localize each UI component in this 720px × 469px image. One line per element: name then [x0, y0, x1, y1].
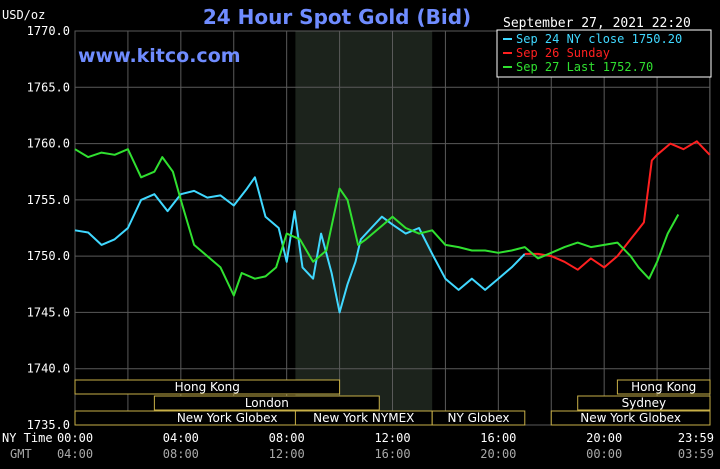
gmt-label: GMT [10, 447, 32, 461]
y-tick-label: 1750.0 [27, 249, 70, 263]
y-tick-label: 1745.0 [27, 305, 70, 319]
series-line-3 [74, 148, 680, 297]
x-tick-label-ny: 04:00 [163, 431, 199, 445]
x-tick-label-gmt: 04:00 [57, 447, 93, 461]
x-tick-label-ny: 23:59 [678, 431, 714, 445]
session-box [74, 379, 341, 395]
x-tick-label-gmt: 03:59 [678, 447, 714, 461]
series-line-2 [524, 140, 711, 271]
y-tick-label: 1770.0 [27, 24, 70, 38]
site-watermark: www.kitco.com [78, 45, 241, 67]
x-tick-label-gmt: 16:00 [374, 447, 410, 461]
x-tick-label-gmt: 08:00 [163, 447, 199, 461]
y-tick-label: 1760.0 [27, 137, 70, 151]
ny-time-label: NY Time [2, 431, 53, 445]
timestamp: September 27, 2021 22:20 [503, 16, 691, 31]
x-tick-label-gmt: 12:00 [269, 447, 305, 461]
legend-entry: Sep 27 Last 1752.70 [516, 60, 653, 74]
y-tick-label: 1755.0 [27, 193, 70, 207]
chart-title: 24 Hour Spot Gold (Bid) [203, 5, 471, 29]
session-box [550, 410, 711, 426]
x-tick-label-ny: 20:00 [586, 431, 622, 445]
x-tick-label-ny: 12:00 [374, 431, 410, 445]
y-tick-label: 1735.0 [27, 418, 70, 432]
session-label: NY Globex [447, 411, 509, 425]
series-line-1 [74, 176, 526, 314]
legend-entry: Sep 24 NY close 1750.20 [516, 32, 682, 46]
session-label: New York NYMEX [313, 411, 414, 425]
x-tick-label-ny: 00:00 [57, 431, 93, 445]
unit-label: USD/oz [2, 8, 45, 22]
legend-box [496, 29, 712, 78]
x-tick-label-gmt: 20:00 [480, 447, 516, 461]
session-box [616, 379, 711, 395]
session-box [153, 395, 380, 411]
session-label: Hong Kong [175, 380, 240, 394]
legend-entry: Sep 26 Sunday [516, 46, 610, 60]
session-label: Sydney [622, 396, 666, 410]
session-label: New York Globex [177, 411, 278, 425]
nymex-shaded-region [295, 31, 433, 425]
x-tick-label-ny: 08:00 [269, 431, 305, 445]
session-box [577, 395, 711, 411]
x-tick-label-ny: 16:00 [480, 431, 516, 445]
y-tick-label: 1765.0 [27, 80, 70, 94]
x-tick-label-gmt: 00:00 [586, 447, 622, 461]
session-label: London [245, 396, 289, 410]
y-tick-label: 1740.0 [27, 362, 70, 376]
session-label: New York Globex [580, 411, 681, 425]
session-box [431, 410, 526, 426]
session-label: Hong Kong [631, 380, 696, 394]
